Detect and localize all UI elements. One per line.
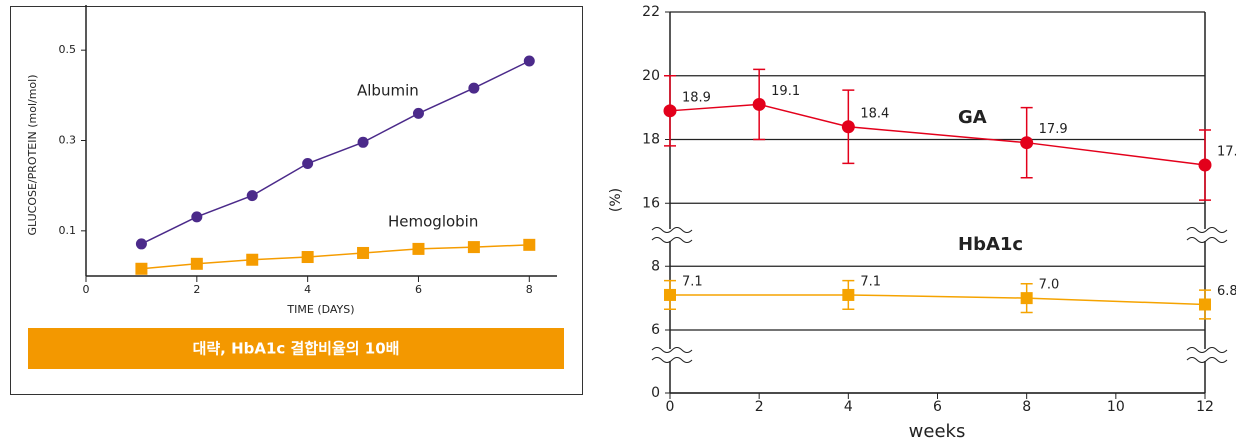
break-symbol — [1185, 227, 1228, 243]
series-line — [669, 103, 1206, 166]
point — [412, 242, 425, 255]
x-tick-label: 12 — [1196, 399, 1214, 415]
x-tick-label: 0 — [666, 399, 675, 415]
x-tick-label: 8 — [1022, 399, 1031, 415]
point — [357, 246, 370, 259]
point — [246, 190, 258, 202]
value-label: 17.9 — [1039, 122, 1068, 137]
series-line — [141, 60, 530, 245]
point — [357, 136, 369, 148]
x-tick-label: 4 — [304, 283, 311, 296]
y-tick-label: 16 — [642, 195, 660, 211]
point — [135, 238, 147, 250]
x-axis-label: weeks — [909, 421, 966, 442]
y-axis-label: (%) — [608, 188, 624, 212]
point — [842, 288, 855, 301]
y-tick-label: 18 — [642, 132, 660, 148]
y-axis-label: GLUCOSE/PROTEIN (mol/mol) — [26, 75, 39, 236]
y-tick-label: 0 — [651, 385, 660, 401]
x-tick-label: 2 — [193, 283, 200, 296]
series-line — [670, 294, 1206, 306]
point — [301, 251, 314, 264]
series-label: Hemoglobin — [388, 213, 478, 231]
value-label: 17.2 — [1217, 145, 1236, 160]
series-label: Albumin — [357, 82, 419, 100]
value-label: 7.1 — [682, 274, 703, 289]
series-label: HbA1c — [958, 234, 1023, 255]
point — [1020, 136, 1034, 150]
x-tick-label: 6 — [933, 399, 942, 415]
point — [135, 262, 148, 275]
point — [1199, 298, 1211, 311]
point — [302, 158, 314, 170]
x-tick-label: 2 — [755, 399, 764, 415]
x-tick-label: 4 — [844, 399, 853, 415]
x-axis-label: TIME (DAYS) — [286, 303, 354, 316]
point — [412, 107, 424, 119]
point — [523, 238, 536, 251]
y-tick-label: 8 — [651, 258, 660, 274]
point — [664, 288, 676, 301]
point — [467, 241, 480, 254]
banner-text: 대략, HbA1c 결합비율의 10배 — [193, 340, 400, 358]
y-tick-label: 22 — [642, 4, 660, 20]
y-tick-label: 0.1 — [59, 224, 77, 237]
value-label: 19.1 — [771, 84, 800, 99]
y-tick-label: 0.3 — [59, 134, 77, 147]
value-label: 7.1 — [860, 274, 881, 289]
x-tick-label: 6 — [415, 283, 422, 296]
value-label: 18.4 — [860, 106, 889, 121]
panel-frame — [10, 6, 583, 395]
point — [1198, 158, 1212, 172]
series-line — [141, 244, 530, 270]
y-tick-label: 6 — [651, 322, 660, 338]
value-label: 7.0 — [1039, 278, 1060, 293]
y-tick-label: 20 — [642, 68, 660, 84]
break-symbol — [650, 227, 693, 243]
series-label: GA — [958, 107, 987, 128]
point — [1020, 292, 1033, 305]
point — [246, 253, 259, 266]
banner — [28, 328, 564, 369]
x-tick-label: 8 — [526, 283, 533, 296]
point — [190, 257, 203, 270]
point — [468, 82, 480, 94]
point — [841, 120, 855, 134]
point — [663, 104, 677, 118]
point — [752, 97, 766, 111]
axis-breaks — [650, 227, 1228, 363]
point — [191, 211, 203, 223]
x-tick-label: 0 — [83, 283, 90, 296]
y-tick-label: 0.5 — [59, 43, 77, 56]
break-symbol — [650, 347, 693, 363]
value-label: 18.9 — [682, 90, 711, 105]
point — [523, 55, 535, 67]
x-tick-label: 10 — [1107, 399, 1125, 415]
break-symbol — [1185, 347, 1228, 363]
value-label: 6.8 — [1217, 284, 1236, 299]
